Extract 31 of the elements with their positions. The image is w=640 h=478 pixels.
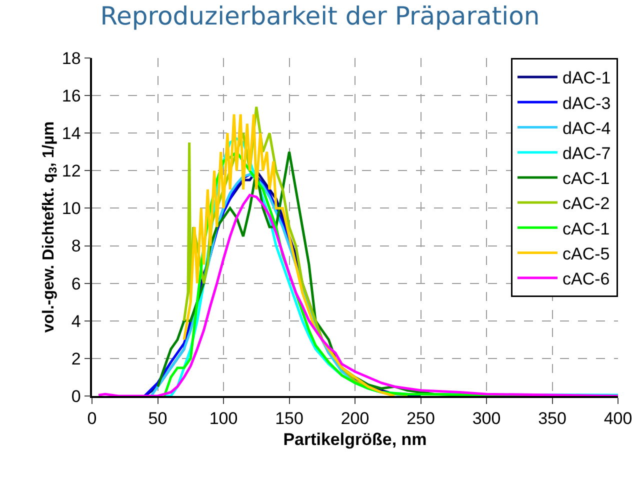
- legend-label: cAC-1: [562, 219, 610, 238]
- chart-title: Reproduzierbarkeit der Präparation: [100, 2, 540, 31]
- x-tick-label: 300: [472, 409, 501, 428]
- y-tick-label: 14: [62, 124, 81, 144]
- y-tick-label: 8: [71, 236, 81, 256]
- x-tick-label: 250: [406, 409, 435, 428]
- y-tick-label: 4: [71, 312, 81, 331]
- legend-label: cAC-6: [562, 269, 610, 288]
- x-tick-label: 50: [148, 409, 168, 428]
- x-axis-title: Partikelgröße, nm: [283, 430, 427, 450]
- y-tick-label: 6: [71, 274, 81, 294]
- legend-label: cAC-5: [562, 244, 610, 264]
- line-series: [97, 194, 618, 396]
- x-tick-label: 0: [87, 409, 97, 428]
- legend-label: dAC-3: [562, 94, 611, 113]
- y-tick-label: 12: [62, 162, 81, 181]
- legend-label: dAC-7: [562, 144, 611, 163]
- y-tick-label: 2: [71, 349, 81, 368]
- y-tick-label: 18: [62, 48, 81, 68]
- x-tick-label: 350: [538, 409, 566, 428]
- x-tick-label: 150: [275, 409, 304, 428]
- legend-label: cAC-2: [562, 194, 610, 214]
- y-tick-label: 16: [62, 86, 81, 106]
- y-tick-label: 0: [71, 386, 81, 406]
- x-tick-label: 400: [604, 409, 632, 428]
- x-tick-label: 200: [340, 409, 370, 428]
- y-tick-label: 10: [62, 199, 81, 218]
- x-tick-label: 100: [209, 409, 238, 428]
- legend-label: dAC-1: [562, 68, 611, 88]
- legend-label: dAC-4: [562, 118, 611, 138]
- legend-label: cAC-1: [562, 169, 610, 188]
